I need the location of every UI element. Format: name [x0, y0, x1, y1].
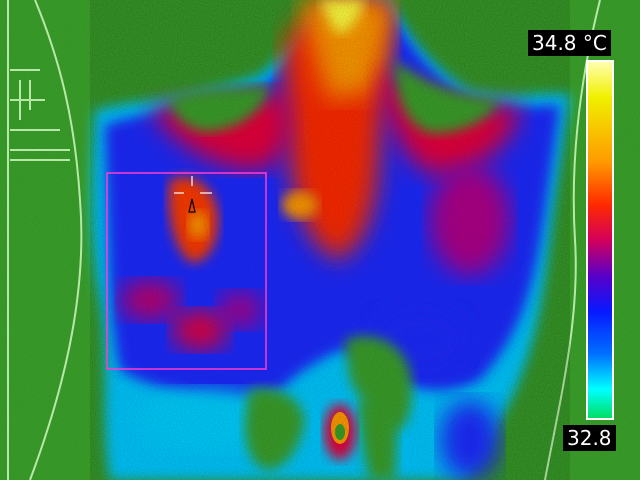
roi-box[interactable] [106, 172, 267, 370]
max-temperature-label: 34.8 °C [528, 30, 611, 56]
temperature-scale-bar [586, 60, 614, 420]
min-temperature-label: 32.8 [563, 425, 616, 451]
crosshair-cursor[interactable] [174, 176, 212, 213]
left-edge-lines [7, 0, 83, 480]
